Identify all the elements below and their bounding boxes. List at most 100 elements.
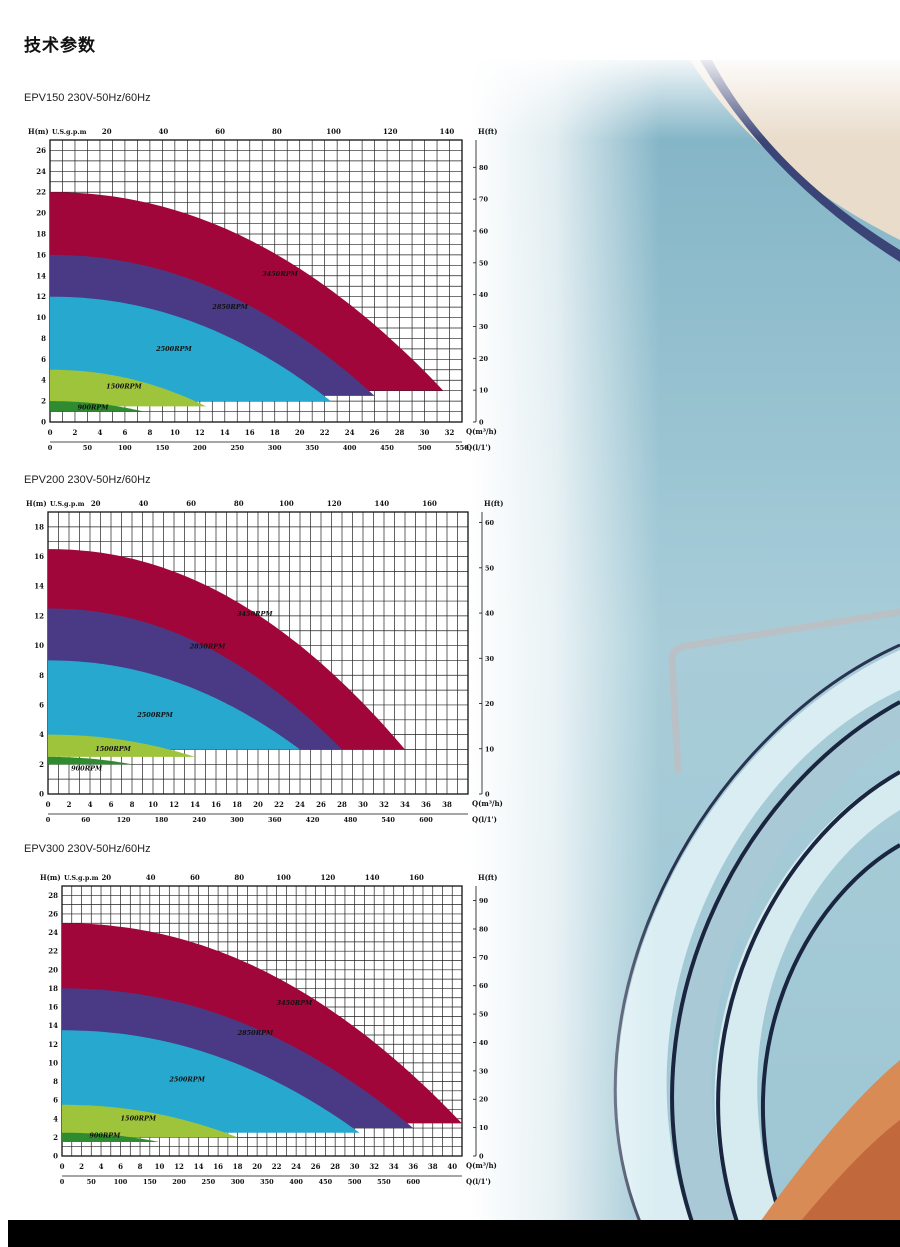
top-tick-label: 40 — [146, 873, 156, 882]
series-label-900rpm: 900RPM — [77, 403, 109, 411]
x-tick-label: 16 — [211, 800, 221, 809]
x-tick-label: 4 — [98, 428, 103, 437]
x-tick-label: 18 — [233, 1162, 243, 1171]
x-tick-label: 40 — [447, 1162, 457, 1171]
right-tick-label: 60 — [479, 228, 489, 236]
secondary-x-tick-label: 180 — [155, 816, 169, 824]
secondary-x-tick-label: 360 — [268, 816, 282, 824]
secondary-x-tick-label: 450 — [319, 1178, 333, 1186]
x-axis-label: Q(m³/h) — [466, 427, 497, 436]
x-tick-label: 34 — [400, 800, 410, 809]
secondary-x-tick-label: 350 — [305, 444, 319, 452]
top-tick-label: 40 — [159, 127, 169, 136]
top-tick-label: 160 — [409, 873, 424, 882]
right-tick-label: 70 — [479, 196, 489, 204]
y-tick-label: 2 — [39, 760, 44, 769]
x-tick-label: 0 — [60, 1162, 65, 1171]
y-tick-label: 16 — [36, 250, 46, 259]
right-axis-label: H(ft) — [484, 499, 503, 508]
y-tick-label: 18 — [34, 522, 44, 531]
secondary-x-tick-label: 500 — [418, 444, 432, 452]
x-tick-label: 28 — [330, 1162, 340, 1171]
x-tick-label: 32 — [445, 428, 455, 437]
series-label-2500rpm: 2500RPM — [136, 711, 173, 719]
y-tick-label: 20 — [36, 209, 46, 218]
x-tick-label: 12 — [169, 800, 179, 809]
y-tick-label: 28 — [48, 891, 58, 900]
x-tick-label: 22 — [272, 1162, 282, 1171]
secondary-x-tick-label: 50 — [83, 444, 93, 452]
top-tick-label: 80 — [234, 499, 244, 508]
right-tick-label: 90 — [479, 897, 489, 905]
secondary-x-tick-label: 150 — [156, 444, 170, 452]
top-tick-label: 120 — [383, 127, 398, 136]
x-tick-label: 8 — [138, 1162, 143, 1171]
right-tick-label: 80 — [479, 164, 489, 172]
y-tick-label: 16 — [48, 1003, 58, 1012]
y-tick-label: 8 — [39, 671, 44, 680]
x-tick-label: 24 — [291, 1162, 301, 1171]
secondary-x-tick-label: 250 — [230, 444, 244, 452]
page-title: 技术参数 — [24, 36, 96, 56]
right-tick-label: 20 — [479, 355, 489, 363]
secondary-x-tick-label: 400 — [289, 1178, 303, 1186]
right-tick-label: 20 — [485, 700, 495, 708]
secondary-x-tick-label: 300 — [268, 444, 282, 452]
y-tick-label: 10 — [48, 1058, 58, 1067]
top-tick-label: 140 — [365, 873, 380, 882]
top-tick-label: 80 — [234, 873, 244, 882]
secondary-x-tick-label: 240 — [192, 816, 206, 824]
right-tick-label: 60 — [485, 519, 495, 527]
x-axis-label: Q(m³/h) — [466, 1161, 497, 1170]
series-label-2850rpm: 2850RPM — [237, 1029, 274, 1037]
y-tick-label: 18 — [48, 984, 58, 993]
secondary-x-tick-label: 350 — [260, 1178, 274, 1186]
top-tick-label: 60 — [215, 127, 225, 136]
right-tick-label: 50 — [485, 564, 495, 572]
top-tick-label: 60 — [186, 499, 196, 508]
right-tick-label: 30 — [485, 655, 495, 663]
top-tick-label: 40 — [139, 499, 149, 508]
secondary-x-tick-label: 200 — [172, 1178, 186, 1186]
right-tick-label: 40 — [485, 610, 495, 618]
top-tick-label: 120 — [327, 499, 342, 508]
right-tick-label: 40 — [479, 1039, 489, 1047]
x-tick-label: 2 — [73, 428, 78, 437]
secondary-x-tick-label: 300 — [230, 816, 244, 824]
top-tick-label: 100 — [279, 499, 294, 508]
x-tick-label: 14 — [194, 1162, 204, 1171]
x-tick-label: 38 — [428, 1162, 438, 1171]
y-tick-label: 0 — [39, 790, 44, 799]
y-tick-label: 24 — [36, 167, 46, 176]
y-tick-label: 4 — [39, 730, 44, 739]
top-tick-label: 100 — [326, 127, 341, 136]
right-tick-label: 50 — [479, 259, 489, 267]
secondary-x-tick-label: 400 — [343, 444, 357, 452]
top-tick-label: 100 — [276, 873, 291, 882]
secondary-x-axis-label: Q(l/1') — [466, 1177, 491, 1186]
secondary-x-tick-label: 0 — [48, 444, 53, 452]
secondary-x-tick-label: 200 — [193, 444, 207, 452]
y-tick-label: 12 — [36, 292, 46, 301]
y-tick-label: 12 — [34, 611, 44, 620]
area-900rpm — [50, 401, 144, 412]
x-tick-label: 16 — [245, 428, 255, 437]
right-tick-label: 10 — [479, 1124, 489, 1132]
series-label-3450rpm: 3450RPM — [262, 270, 298, 278]
x-tick-label: 20 — [295, 428, 305, 437]
area-1500rpm — [50, 369, 207, 412]
secondary-x-tick-label: 100 — [114, 1178, 128, 1186]
secondary-x-tick-label: 300 — [231, 1178, 245, 1186]
x-tick-label: 16 — [213, 1162, 223, 1171]
x-tick-label: 6 — [118, 1162, 123, 1171]
x-tick-label: 18 — [232, 800, 242, 809]
x-tick-label: 8 — [147, 428, 152, 437]
x-tick-label: 34 — [389, 1162, 399, 1171]
x-tick-label: 36 — [408, 1162, 418, 1171]
x-tick-label: 28 — [337, 800, 347, 809]
y-tick-label: 8 — [53, 1077, 58, 1086]
secondary-x-tick-label: 540 — [381, 816, 395, 824]
y-axis-label: H(m) — [26, 499, 47, 508]
